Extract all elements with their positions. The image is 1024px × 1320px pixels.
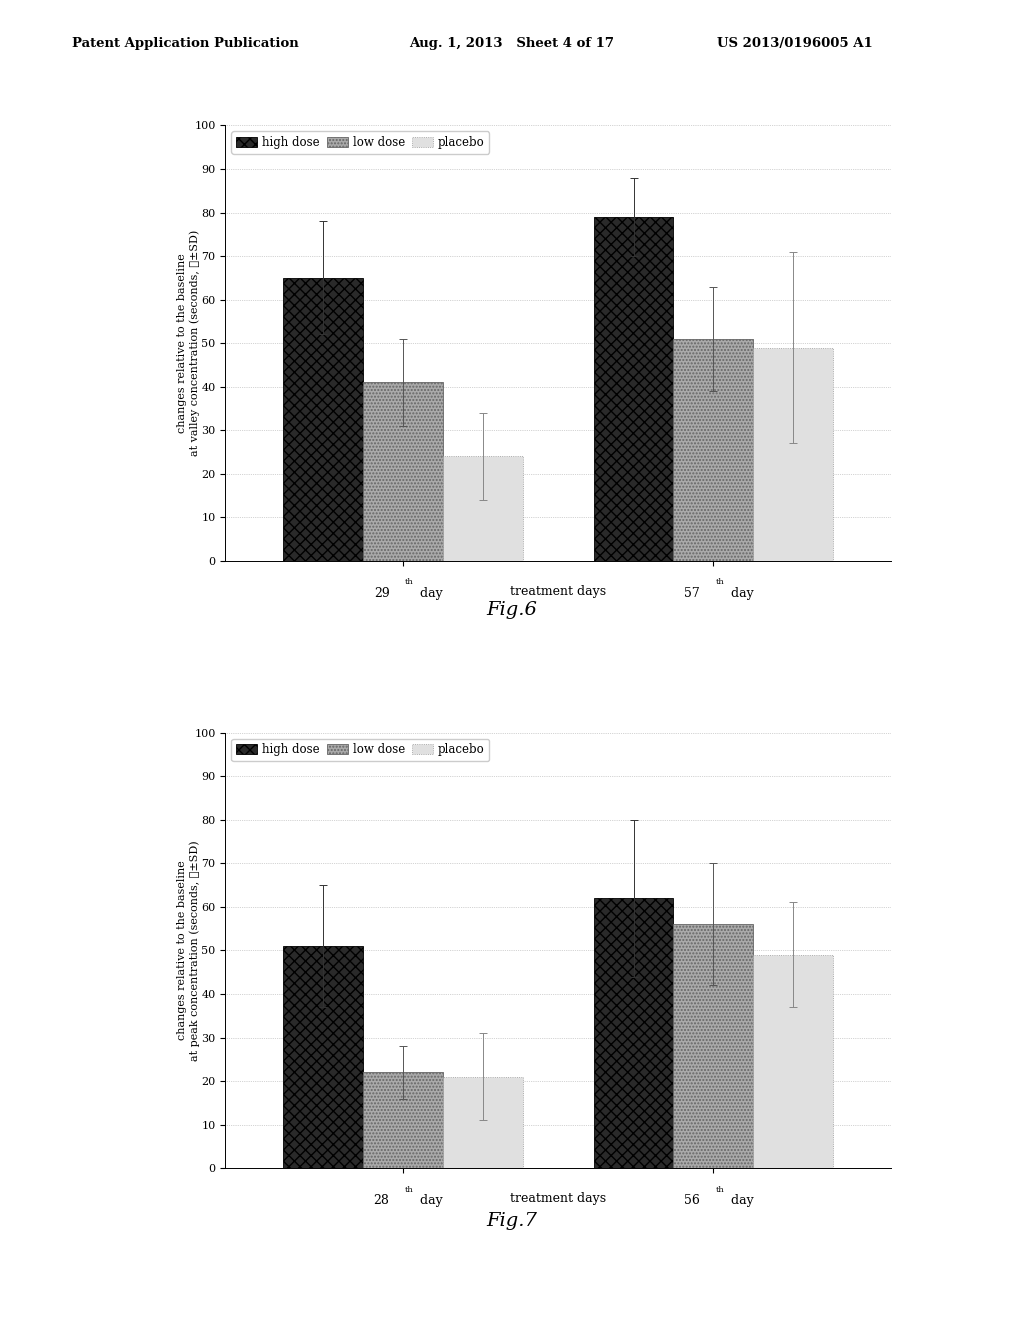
Bar bbox=[594, 216, 674, 561]
Y-axis label: changes relative to the baseline
at peak concentration (seconds, ͞±SD): changes relative to the baseline at peak… bbox=[177, 840, 200, 1061]
Bar bbox=[283, 946, 362, 1168]
Text: day: day bbox=[727, 587, 754, 601]
Bar bbox=[442, 1077, 522, 1168]
Text: Aug. 1, 2013   Sheet 4 of 17: Aug. 1, 2013 Sheet 4 of 17 bbox=[410, 37, 614, 50]
Text: 56: 56 bbox=[684, 1195, 700, 1208]
Bar bbox=[674, 924, 754, 1168]
Text: US 2013/0196005 A1: US 2013/0196005 A1 bbox=[717, 37, 872, 50]
Text: th: th bbox=[404, 578, 414, 586]
Text: day: day bbox=[416, 587, 442, 601]
Bar bbox=[442, 457, 522, 561]
Bar bbox=[362, 383, 442, 561]
Legend: high dose, low dose, placebo: high dose, low dose, placebo bbox=[231, 738, 489, 760]
Text: Fig.6: Fig.6 bbox=[486, 601, 538, 619]
Text: 28: 28 bbox=[374, 1195, 389, 1208]
Bar bbox=[674, 339, 754, 561]
Bar bbox=[754, 347, 834, 561]
Bar bbox=[754, 954, 834, 1168]
X-axis label: treatment days: treatment days bbox=[510, 585, 606, 598]
Text: 57: 57 bbox=[684, 587, 700, 601]
Text: th: th bbox=[716, 1185, 724, 1193]
X-axis label: treatment days: treatment days bbox=[510, 1192, 606, 1205]
Text: Patent Application Publication: Patent Application Publication bbox=[72, 37, 298, 50]
Text: th: th bbox=[716, 578, 724, 586]
Text: Fig.7: Fig.7 bbox=[486, 1212, 538, 1230]
Text: day: day bbox=[416, 1195, 442, 1208]
Bar bbox=[283, 277, 362, 561]
Legend: high dose, low dose, placebo: high dose, low dose, placebo bbox=[231, 131, 489, 153]
Text: th: th bbox=[404, 1185, 414, 1193]
Y-axis label: changes relative to the baseline
at valley concentration (seconds, ͞±SD): changes relative to the baseline at vall… bbox=[177, 230, 200, 457]
Text: day: day bbox=[727, 1195, 754, 1208]
Bar bbox=[594, 898, 674, 1168]
Bar bbox=[362, 1072, 442, 1168]
Text: 29: 29 bbox=[374, 587, 389, 601]
